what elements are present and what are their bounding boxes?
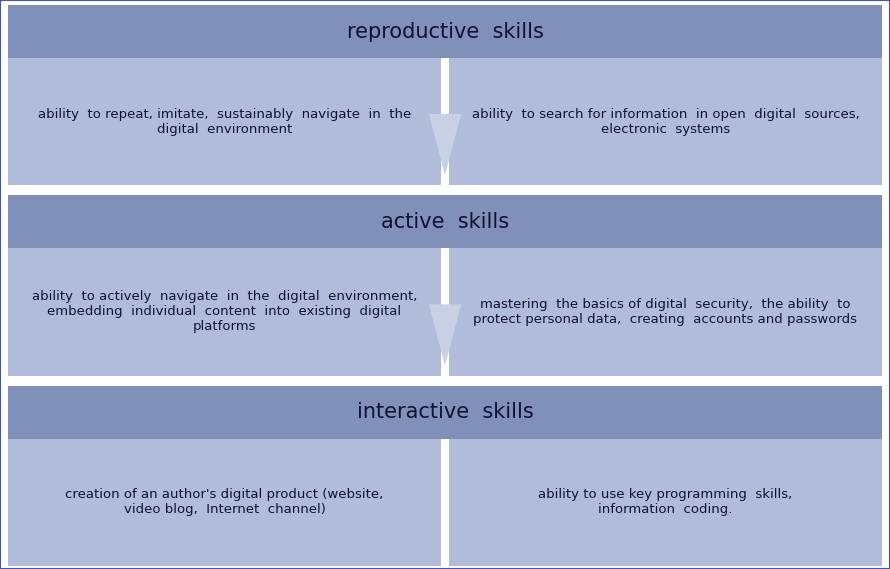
Text: active  skills: active skills bbox=[381, 212, 509, 232]
Text: ability to use key programming  skills,
information  coding.: ability to use key programming skills, i… bbox=[538, 488, 793, 516]
Text: ability  to search for information  in open  digital  sources,
electronic  syste: ability to search for information in ope… bbox=[472, 108, 860, 135]
Bar bbox=[8, 58, 441, 185]
Text: reproductive  skills: reproductive skills bbox=[346, 22, 544, 42]
Bar bbox=[449, 248, 882, 376]
Bar bbox=[8, 5, 882, 58]
Text: ability  to actively  navigate  in  the  digital  environment,
embedding  indivi: ability to actively navigate in the digi… bbox=[32, 291, 417, 333]
Text: creation of an author's digital product (website,
video blog,  Internet  channel: creation of an author's digital product … bbox=[65, 488, 384, 516]
Bar bbox=[449, 58, 882, 185]
Polygon shape bbox=[429, 114, 461, 175]
Bar bbox=[8, 439, 441, 566]
Text: ability  to repeat, imitate,  sustainably  navigate  in  the
digital  environmen: ability to repeat, imitate, sustainably … bbox=[38, 108, 411, 135]
Polygon shape bbox=[429, 304, 461, 365]
Bar bbox=[8, 195, 882, 248]
Bar bbox=[449, 439, 882, 566]
Bar bbox=[8, 386, 882, 439]
Text: interactive  skills: interactive skills bbox=[357, 402, 533, 422]
Text: mastering  the basics of digital  security,  the ability  to
protect personal da: mastering the basics of digital security… bbox=[473, 298, 857, 326]
Bar bbox=[8, 248, 441, 376]
